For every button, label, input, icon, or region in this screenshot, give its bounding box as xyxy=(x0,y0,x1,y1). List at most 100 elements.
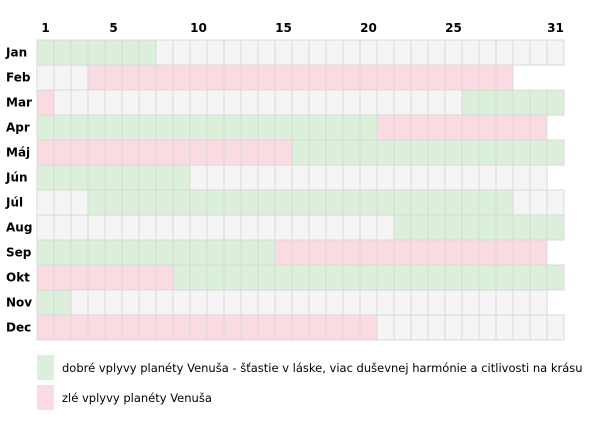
neutral-day-cell xyxy=(240,289,259,316)
day-tick-label: 25 xyxy=(445,21,462,35)
neutral-day-cell xyxy=(495,39,514,66)
good-day-cell xyxy=(53,289,72,316)
good-day-cell xyxy=(461,139,480,166)
good-day-cell xyxy=(206,264,225,291)
good-day-cell xyxy=(189,114,208,141)
good-day-cell xyxy=(325,114,344,141)
bad-day-cell xyxy=(104,314,123,341)
neutral-day-cell xyxy=(461,164,480,191)
good-day-cell xyxy=(342,139,361,166)
neutral-day-cell xyxy=(53,214,72,241)
month-row xyxy=(36,264,565,291)
legend-swatch-good xyxy=(37,355,54,380)
bad-day-cell xyxy=(104,139,123,166)
good-day-cell xyxy=(291,114,310,141)
neutral-day-cell xyxy=(70,289,89,316)
good-day-cell xyxy=(478,139,497,166)
neutral-day-cell xyxy=(342,164,361,191)
neutral-day-cell xyxy=(444,314,463,341)
neutral-day-cell xyxy=(444,39,463,66)
bad-day-cell xyxy=(529,114,548,141)
month-label: Dec xyxy=(6,321,31,335)
legend-swatch-bad xyxy=(37,385,54,410)
bad-day-cell xyxy=(223,314,242,341)
good-day-cell xyxy=(70,239,89,266)
good-day-cell xyxy=(240,239,259,266)
bad-day-cell xyxy=(87,314,106,341)
good-day-cell xyxy=(257,264,276,291)
good-day-cell xyxy=(410,264,429,291)
good-day-cell xyxy=(427,264,446,291)
neutral-day-cell xyxy=(240,164,259,191)
bad-day-cell xyxy=(53,264,72,291)
day-axis-labels: 1 5 10 15 20 25 31 xyxy=(41,21,564,35)
bad-day-cell xyxy=(121,139,140,166)
neutral-day-cell xyxy=(223,289,242,316)
good-day-cell xyxy=(461,89,480,116)
neutral-day-cell xyxy=(359,39,378,66)
good-day-cell xyxy=(342,189,361,216)
neutral-day-cell xyxy=(410,314,429,341)
bad-day-cell xyxy=(138,264,157,291)
neutral-day-cell xyxy=(274,39,293,66)
neutral-day-cell xyxy=(376,89,395,116)
neutral-day-cell xyxy=(393,164,412,191)
good-day-cell xyxy=(308,114,327,141)
neutral-day-cell xyxy=(206,289,225,316)
bad-day-cell xyxy=(410,239,429,266)
good-day-cell xyxy=(291,189,310,216)
bad-day-cell xyxy=(53,314,72,341)
good-day-cell xyxy=(512,139,531,166)
neutral-day-cell xyxy=(529,314,548,341)
bad-day-cell xyxy=(36,264,55,291)
bad-day-cell xyxy=(36,139,55,166)
good-day-cell xyxy=(138,164,157,191)
good-day-cell xyxy=(121,164,140,191)
good-day-cell xyxy=(342,114,361,141)
good-day-cell xyxy=(121,189,140,216)
neutral-day-cell xyxy=(512,189,531,216)
good-day-cell xyxy=(512,264,531,291)
neutral-day-cell xyxy=(206,164,225,191)
neutral-day-cell xyxy=(206,214,225,241)
neutral-day-cell xyxy=(70,89,89,116)
neutral-day-cell xyxy=(257,39,276,66)
good-day-cell xyxy=(172,189,191,216)
day-tick-label: 5 xyxy=(109,21,117,35)
month-label: Sep xyxy=(6,246,32,260)
good-day-cell xyxy=(393,264,412,291)
neutral-day-cell xyxy=(444,164,463,191)
bad-day-cell xyxy=(87,64,106,91)
neutral-day-cell xyxy=(257,214,276,241)
bad-day-cell xyxy=(291,314,310,341)
bad-day-cell xyxy=(359,64,378,91)
neutral-day-cell xyxy=(104,289,123,316)
bad-day-cell xyxy=(223,64,242,91)
good-day-cell xyxy=(512,89,531,116)
bad-day-cell xyxy=(138,64,157,91)
bad-day-cell xyxy=(529,239,548,266)
good-day-cell xyxy=(206,114,225,141)
bad-day-cell xyxy=(325,314,344,341)
good-day-cell xyxy=(444,214,463,241)
neutral-day-cell xyxy=(393,314,412,341)
neutral-day-cell xyxy=(478,289,497,316)
bad-day-cell xyxy=(495,64,514,91)
good-day-cell xyxy=(546,264,565,291)
neutral-day-cell xyxy=(546,39,565,66)
bad-day-cell xyxy=(393,64,412,91)
neutral-day-cell xyxy=(393,289,412,316)
good-day-cell xyxy=(444,264,463,291)
neutral-day-cell xyxy=(342,39,361,66)
good-day-cell xyxy=(342,264,361,291)
good-day-cell xyxy=(257,189,276,216)
neutral-day-cell xyxy=(495,314,514,341)
good-day-cell xyxy=(291,139,310,166)
good-day-cell xyxy=(172,114,191,141)
bad-day-cell xyxy=(512,239,531,266)
legend-item-good: dobré vplyvy planéty Venuša - šťastie v … xyxy=(37,355,583,380)
neutral-day-cell xyxy=(410,39,429,66)
good-day-cell xyxy=(206,189,225,216)
neutral-day-cell xyxy=(138,289,157,316)
